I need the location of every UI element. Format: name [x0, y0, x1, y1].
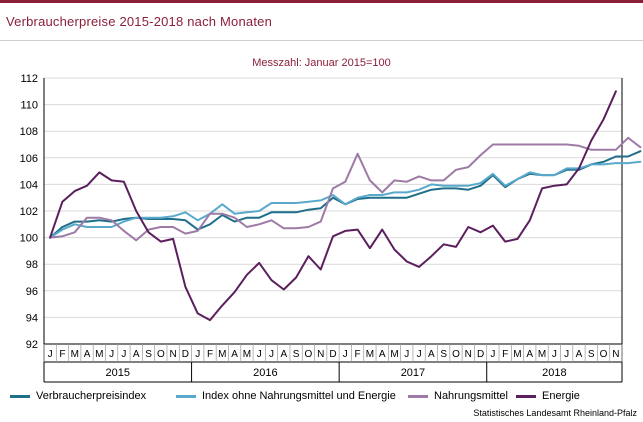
- x-tick-label: D: [182, 349, 189, 360]
- x-tick-label: J: [490, 349, 495, 360]
- x-tick-label: F: [59, 349, 65, 360]
- legend-swatch: [10, 394, 30, 398]
- x-tick-label: D: [329, 349, 336, 360]
- y-tick-label: 96: [26, 286, 38, 298]
- legend-item: Nahrungsmittel: [408, 390, 508, 402]
- y-tick-label: 106: [20, 153, 38, 165]
- y-tick-label: 92: [26, 339, 38, 351]
- x-tick-label: J: [417, 349, 422, 360]
- year-label: 2016: [253, 367, 277, 379]
- x-tick-label: J: [48, 349, 53, 360]
- legend-item: Index ohne Nahrungsmittel und Energie: [176, 390, 396, 402]
- source-note: Statistisches Landesamt Rheinland-Pfalz: [473, 408, 637, 418]
- x-tick-label: M: [513, 349, 521, 360]
- legend-swatch: [176, 394, 196, 398]
- x-tick-label: J: [343, 349, 348, 360]
- series-line: [49, 90, 617, 322]
- legend-item: Verbraucherpreisindex: [10, 390, 146, 402]
- y-tick-label: 98: [26, 259, 38, 271]
- x-tick-label: F: [207, 349, 213, 360]
- top-accent-rule: [0, 0, 643, 3]
- x-tick-label: A: [428, 349, 435, 360]
- x-tick-label: A: [84, 349, 91, 360]
- y-tick-label: 110: [20, 100, 38, 112]
- x-tick-label: A: [231, 349, 238, 360]
- x-tick-label: F: [502, 349, 508, 360]
- legend-label: Verbraucherpreisindex: [36, 390, 147, 402]
- x-tick-label: S: [293, 349, 300, 360]
- y-tick-label: 94: [26, 312, 38, 324]
- x-tick-label: J: [269, 349, 274, 360]
- x-tick-label: A: [280, 349, 287, 360]
- x-tick-label: A: [576, 349, 583, 360]
- x-tick-label: M: [538, 349, 546, 360]
- x-tick-label: J: [564, 349, 569, 360]
- chart-title: Verbraucherpreise 2015-2018 nach Monaten: [6, 14, 273, 29]
- x-tick-label: O: [305, 349, 313, 360]
- x-tick-label: F: [355, 349, 361, 360]
- x-tick-label: J: [552, 349, 557, 360]
- x-tick-label: N: [465, 349, 472, 360]
- x-tick-label: A: [133, 349, 140, 360]
- x-tick-label: M: [390, 349, 398, 360]
- x-tick-label: J: [257, 349, 262, 360]
- legend-label: Index ohne Nahrungsmittel und Energie: [202, 390, 396, 402]
- x-tick-label: S: [588, 349, 595, 360]
- chart-legend: Verbraucherpreisindex Index ohne Nahrungs…: [0, 390, 643, 404]
- x-tick-label: J: [195, 349, 200, 360]
- year-label: 2015: [106, 367, 130, 379]
- y-tick-label: 102: [20, 206, 38, 218]
- x-tick-label: M: [71, 349, 79, 360]
- x-tick-label: O: [600, 349, 608, 360]
- x-tick-label: J: [109, 349, 114, 360]
- legend-swatch: [516, 394, 536, 398]
- legend-item: Energie: [516, 390, 580, 402]
- x-tick-label: M: [366, 349, 374, 360]
- x-tick-label: S: [145, 349, 152, 360]
- x-tick-label: A: [379, 349, 386, 360]
- legend-label: Energie: [542, 390, 580, 402]
- x-tick-label: O: [452, 349, 460, 360]
- x-tick-label: M: [95, 349, 103, 360]
- title-divider: [0, 40, 643, 41]
- year-label: 2017: [401, 367, 425, 379]
- series-line: [49, 150, 642, 239]
- x-tick-label: D: [477, 349, 484, 360]
- y-tick-label: 112: [20, 73, 38, 85]
- x-tick-label: A: [526, 349, 533, 360]
- chart-subtitle: Messzahl: Januar 2015=100: [252, 57, 391, 69]
- x-tick-label: J: [404, 349, 409, 360]
- legend-swatch: [408, 394, 428, 398]
- y-tick-label: 108: [20, 126, 38, 138]
- series-line: [49, 160, 642, 239]
- y-tick-label: 104: [20, 179, 38, 191]
- x-tick-label: S: [440, 349, 447, 360]
- x-tick-label: N: [612, 349, 619, 360]
- x-tick-label: J: [121, 349, 126, 360]
- year-label: 2018: [542, 367, 566, 379]
- legend-label: Nahrungsmittel: [434, 390, 508, 402]
- series-line: [49, 136, 642, 242]
- y-tick-label: 100: [20, 233, 38, 245]
- x-tick-label: N: [170, 349, 177, 360]
- x-tick-label: O: [157, 349, 165, 360]
- x-tick-label: M: [243, 349, 251, 360]
- x-tick-label: M: [218, 349, 226, 360]
- x-tick-label: N: [317, 349, 324, 360]
